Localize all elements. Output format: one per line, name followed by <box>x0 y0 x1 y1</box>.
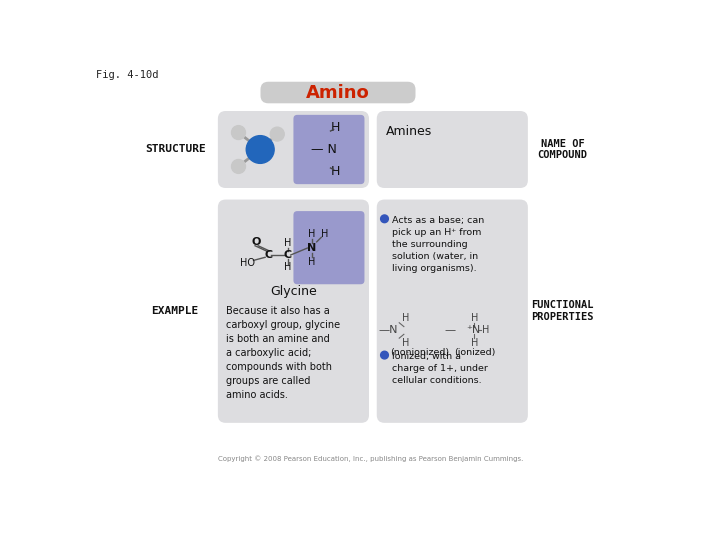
Circle shape <box>270 127 284 141</box>
Text: H: H <box>330 165 340 178</box>
Text: O: O <box>252 237 261 247</box>
FancyBboxPatch shape <box>218 200 369 423</box>
Text: Glycine: Glycine <box>270 286 317 299</box>
Text: H: H <box>284 261 292 272</box>
Text: Because it also has a
carboxyl group, glycine
is both an amine and
a carboxylic : Because it also has a carboxyl group, gl… <box>225 306 340 400</box>
Text: Fig. 4-10d: Fig. 4-10d <box>96 70 158 80</box>
FancyBboxPatch shape <box>377 200 528 423</box>
Text: H: H <box>482 326 489 335</box>
Circle shape <box>232 126 246 139</box>
Text: H: H <box>330 122 340 134</box>
Text: —N: —N <box>378 326 397 335</box>
Text: H: H <box>402 313 409 323</box>
Text: C: C <box>284 250 292 260</box>
Text: (nonionized): (nonionized) <box>390 348 449 356</box>
Text: Amines: Amines <box>386 125 432 138</box>
Circle shape <box>381 351 388 359</box>
Circle shape <box>246 136 274 164</box>
FancyBboxPatch shape <box>218 111 369 188</box>
Text: H: H <box>308 229 316 239</box>
Text: STRUCTURE: STRUCTURE <box>145 145 206 154</box>
Text: —: — <box>445 326 456 335</box>
Text: FUNCTIONAL
PROPERTIES: FUNCTIONAL PROPERTIES <box>531 300 594 322</box>
Circle shape <box>232 159 246 173</box>
Text: H: H <box>320 229 328 239</box>
Text: Acts as a base; can
pick up an H⁺ from
the surrounding
solution (water, in
livin: Acts as a base; can pick up an H⁺ from t… <box>392 215 485 273</box>
Text: H: H <box>308 257 316 267</box>
Text: H: H <box>402 338 409 348</box>
FancyBboxPatch shape <box>377 111 528 188</box>
Text: Amino: Amino <box>306 84 370 102</box>
FancyBboxPatch shape <box>294 115 364 184</box>
Text: Ionized, with a
charge of 1+, under
cellular conditions.: Ionized, with a charge of 1+, under cell… <box>392 352 488 386</box>
FancyBboxPatch shape <box>261 82 415 103</box>
Text: N: N <box>307 243 317 253</box>
Text: H: H <box>471 338 478 348</box>
Text: EXAMPLE: EXAMPLE <box>152 306 199 316</box>
Text: H: H <box>284 239 292 248</box>
Text: Copyright © 2008 Pearson Education, Inc., publishing as Pearson Benjamin Cumming: Copyright © 2008 Pearson Education, Inc.… <box>218 456 523 462</box>
FancyBboxPatch shape <box>294 211 364 284</box>
Text: — N: — N <box>311 143 337 156</box>
Text: HO: HO <box>240 258 255 268</box>
Text: (ionized): (ionized) <box>454 348 495 356</box>
Text: NAME OF
COMPOUND: NAME OF COMPOUND <box>538 139 588 160</box>
Text: C: C <box>264 250 272 260</box>
Text: H: H <box>471 313 478 323</box>
Circle shape <box>381 215 388 222</box>
Text: ⁺N: ⁺N <box>467 326 481 335</box>
